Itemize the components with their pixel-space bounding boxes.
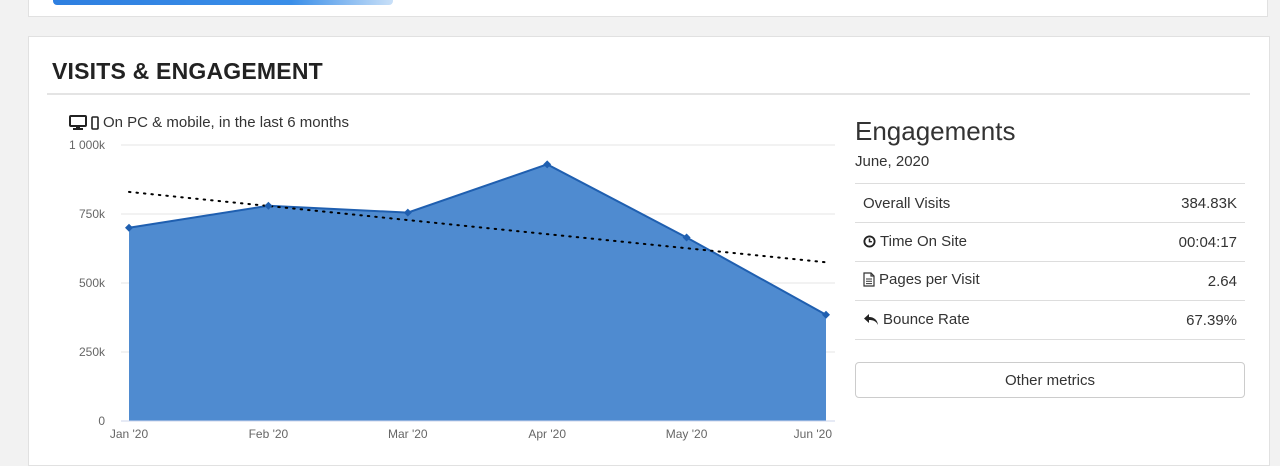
metric-label: Overall Visits (855, 183, 1105, 223)
engagements-title: Engagements (855, 116, 1016, 146)
metric-label: Pages per Visit (855, 261, 1105, 301)
metric-label-text: Bounce Rate (883, 310, 970, 328)
metric-value: 67.39% (1104, 300, 1245, 340)
previous-card (28, 0, 1268, 17)
metric-label-text: Pages per Visit (879, 271, 980, 288)
data-point (125, 223, 133, 232)
visits-area-chart: 0 250k 500k 750k 1 000k Jan '20 Feb '20 Mar '20… (69, 138, 835, 441)
section-title: VISITS & ENGAGEMENT (52, 58, 323, 84)
x-tick-label: Mar '20 (388, 427, 428, 441)
data-point (264, 201, 273, 210)
x-tick-label: Jun '20 (794, 427, 833, 441)
x-tick-label: Apr '20 (528, 427, 566, 441)
data-point (682, 233, 691, 242)
y-tick-label: 750k (79, 207, 106, 221)
chart-caption-text: On PC & mobile, in the last 6 months (103, 114, 349, 131)
x-tick-label: Feb '20 (249, 427, 289, 441)
visits-engagement-card: VISITS & ENGAGEMENT On PC & mobile, in t… (28, 36, 1270, 466)
metric-value: 00:04:17 (1104, 222, 1245, 262)
other-metrics-button[interactable]: Other metrics (855, 362, 1245, 398)
mobile-icon (91, 115, 99, 130)
y-tick-label: 500k (79, 276, 106, 290)
metric-label: Bounce Rate (855, 300, 1105, 340)
series-line (128, 163, 827, 316)
metric-label-text: Overall Visits (863, 194, 951, 212)
reply-arrow-icon (864, 313, 878, 325)
engagements-date: June, 2020 (855, 153, 930, 170)
metric-label-text: Time On Site (880, 232, 967, 250)
data-point (822, 310, 830, 319)
section-divider (47, 93, 1250, 95)
metric-row-pages-per-visit: Pages per Visit 2.64 (855, 261, 1245, 301)
progress-bar (53, 0, 393, 5)
engagement-metrics-table: Overall Visits 384.83K Time On Site 00:0… (855, 183, 1245, 340)
desktop-icon (69, 115, 87, 130)
clock-icon (863, 234, 876, 248)
x-tick-label: May '20 (666, 427, 708, 441)
y-tick-label: 250k (79, 345, 106, 359)
data-point (543, 160, 552, 169)
y-tick-label: 1 000k (69, 138, 106, 152)
metric-label: Time On Site (855, 222, 1105, 262)
metric-row-time-on-site: Time On Site 00:04:17 (855, 222, 1245, 262)
metric-value: 384.83K (1104, 183, 1245, 223)
x-tick-label: Jan '20 (110, 427, 149, 441)
data-point (403, 208, 412, 217)
metric-value: 2.64 (1104, 261, 1245, 301)
area-series (129, 164, 826, 421)
metric-row-bounce-rate: Bounce Rate 67.39% (855, 300, 1245, 340)
metric-row-overall-visits: Overall Visits 384.83K (855, 183, 1245, 223)
y-tick-label: 0 (98, 414, 105, 428)
chart-caption: On PC & mobile, in the last 6 months (69, 114, 349, 131)
document-icon (863, 272, 875, 287)
